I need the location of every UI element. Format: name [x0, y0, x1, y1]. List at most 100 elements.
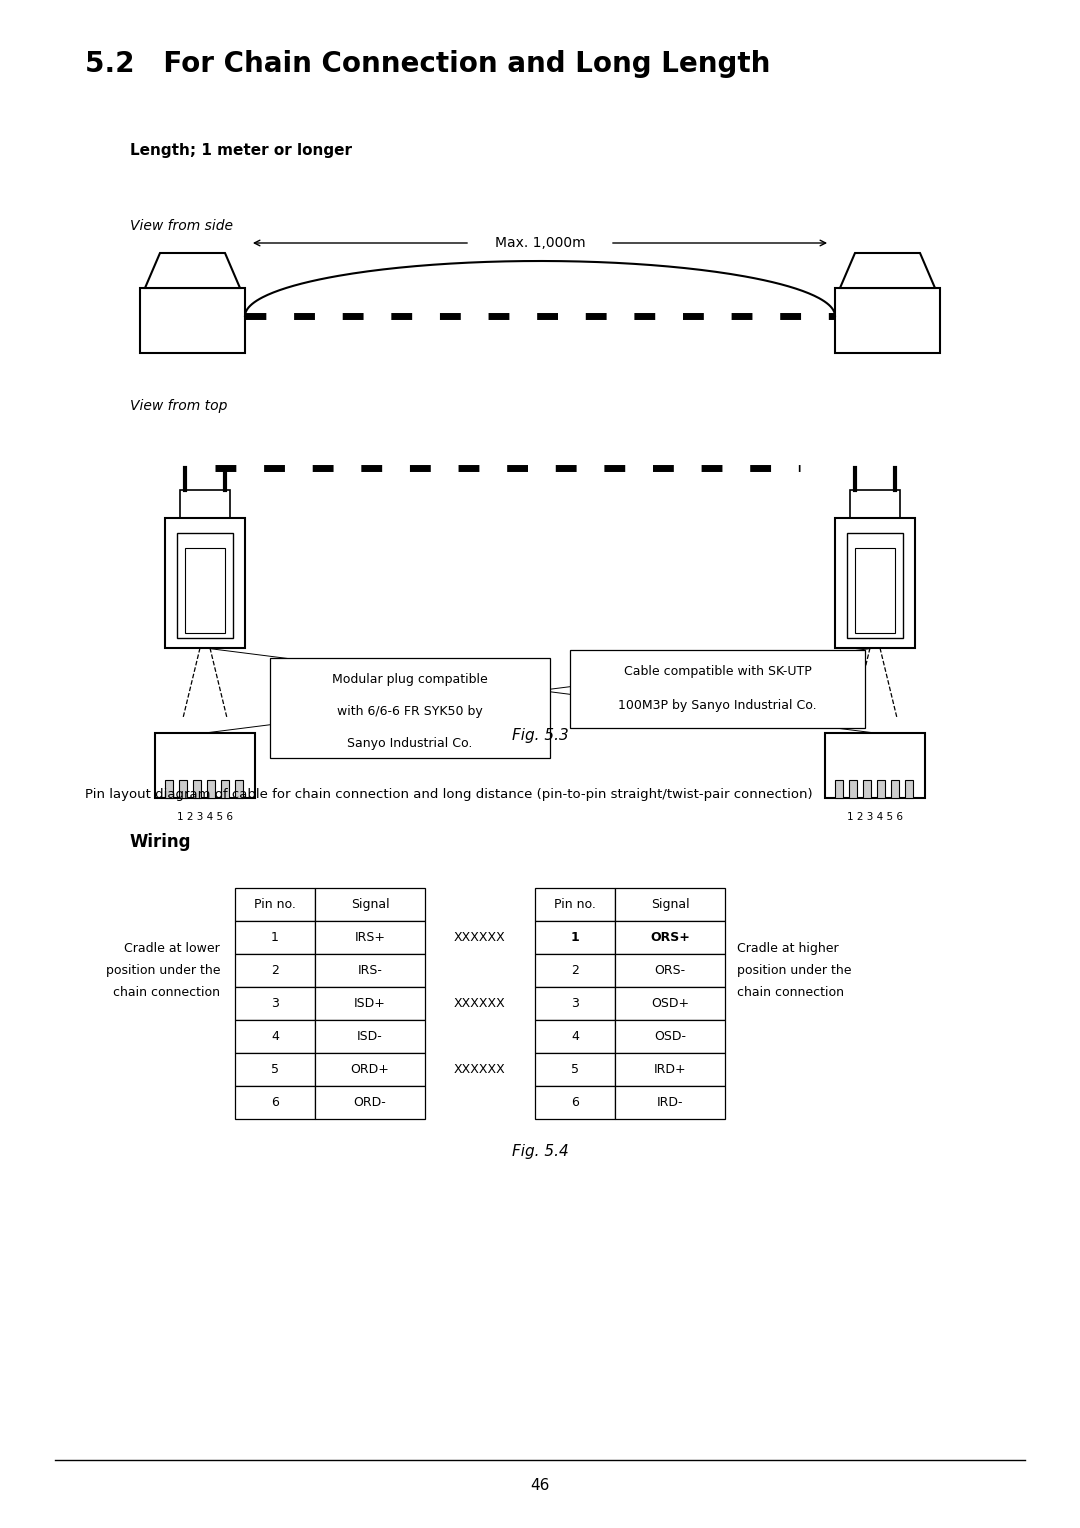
Text: ORS-: ORS- [654, 964, 686, 976]
Polygon shape [615, 888, 725, 921]
Text: Modular plug compatible: Modular plug compatible [333, 672, 488, 686]
Polygon shape [235, 779, 243, 798]
Text: View from side: View from side [130, 219, 233, 232]
Text: XXXXXX: XXXXXX [454, 931, 505, 944]
Text: 1: 1 [271, 931, 279, 944]
Polygon shape [235, 921, 315, 953]
Text: 1: 1 [570, 931, 579, 944]
Polygon shape [535, 921, 615, 953]
Text: 2: 2 [571, 964, 579, 976]
Polygon shape [180, 490, 230, 518]
Polygon shape [835, 518, 915, 648]
Text: IRS+: IRS+ [354, 931, 386, 944]
Text: 1 2 3 4 5 6: 1 2 3 4 5 6 [177, 811, 233, 822]
Polygon shape [315, 1053, 426, 1086]
Polygon shape [840, 254, 935, 287]
Polygon shape [140, 287, 245, 353]
Polygon shape [315, 921, 426, 953]
Text: 4: 4 [571, 1030, 579, 1044]
Polygon shape [165, 518, 245, 648]
Text: with 6/6-6 FR SYK50 by: with 6/6-6 FR SYK50 by [337, 704, 483, 718]
Text: Signal: Signal [650, 898, 689, 911]
Text: ISD+: ISD+ [354, 996, 386, 1010]
Text: Sanyo Industrial Co.: Sanyo Industrial Co. [348, 736, 473, 750]
Polygon shape [835, 779, 843, 798]
Polygon shape [850, 490, 900, 518]
Polygon shape [315, 1021, 426, 1053]
Polygon shape [615, 921, 725, 953]
Polygon shape [207, 779, 215, 798]
Text: Pin layout diagram of cable for chain connection and long distance (pin-to-pin s: Pin layout diagram of cable for chain co… [85, 788, 812, 801]
Text: Cable compatible with SK-UTP: Cable compatible with SK-UTP [623, 665, 811, 678]
Polygon shape [221, 779, 229, 798]
Polygon shape [535, 1053, 615, 1086]
Text: Pin no.: Pin no. [554, 898, 596, 911]
Text: chain connection: chain connection [737, 986, 843, 999]
Polygon shape [315, 888, 426, 921]
Polygon shape [891, 779, 899, 798]
Text: Cradle at higher: Cradle at higher [737, 941, 839, 955]
Polygon shape [825, 733, 924, 798]
Polygon shape [835, 287, 940, 353]
Polygon shape [145, 254, 240, 287]
Polygon shape [315, 987, 426, 1021]
Polygon shape [535, 953, 615, 987]
Polygon shape [235, 987, 315, 1021]
Polygon shape [855, 549, 895, 633]
Polygon shape [535, 987, 615, 1021]
Polygon shape [179, 779, 187, 798]
Text: 3: 3 [571, 996, 579, 1010]
Text: Cradle at lower: Cradle at lower [124, 941, 220, 955]
Polygon shape [270, 659, 550, 758]
Polygon shape [877, 779, 885, 798]
Polygon shape [847, 533, 903, 639]
Polygon shape [615, 1053, 725, 1086]
Text: 5: 5 [271, 1063, 279, 1076]
Text: Pin no.: Pin no. [254, 898, 296, 911]
Text: 4: 4 [271, 1030, 279, 1044]
Polygon shape [193, 779, 201, 798]
Text: IRS-: IRS- [357, 964, 382, 976]
Text: position under the: position under the [737, 964, 851, 976]
Polygon shape [535, 1086, 615, 1118]
Polygon shape [235, 1086, 315, 1118]
Text: Length; 1 meter or longer: Length; 1 meter or longer [130, 144, 352, 157]
Text: 1 2 3 4 5 6: 1 2 3 4 5 6 [847, 811, 903, 822]
Polygon shape [315, 953, 426, 987]
Text: View from top: View from top [130, 399, 228, 413]
Text: 100M3P by Sanyo Industrial Co.: 100M3P by Sanyo Industrial Co. [618, 698, 816, 712]
Polygon shape [615, 987, 725, 1021]
Text: 6: 6 [271, 1096, 279, 1109]
Text: Max. 1,000m: Max. 1,000m [495, 235, 585, 251]
Text: chain connection: chain connection [113, 986, 220, 999]
Text: XXXXXX: XXXXXX [454, 996, 505, 1010]
Polygon shape [615, 1086, 725, 1118]
Polygon shape [235, 1053, 315, 1086]
Text: ORS+: ORS+ [650, 931, 690, 944]
Polygon shape [905, 779, 913, 798]
Text: ISD-: ISD- [357, 1030, 383, 1044]
Text: Signal: Signal [351, 898, 389, 911]
Text: Fig. 5.4: Fig. 5.4 [512, 1144, 568, 1160]
Text: ORD+: ORD+ [351, 1063, 390, 1076]
Polygon shape [235, 953, 315, 987]
Polygon shape [315, 1086, 426, 1118]
Polygon shape [235, 888, 315, 921]
Text: 2: 2 [271, 964, 279, 976]
Text: 6: 6 [571, 1096, 579, 1109]
Text: 3: 3 [271, 996, 279, 1010]
Polygon shape [849, 779, 858, 798]
Polygon shape [863, 779, 870, 798]
Text: position under the: position under the [106, 964, 220, 976]
Polygon shape [570, 649, 865, 727]
Text: ORD-: ORD- [353, 1096, 387, 1109]
Polygon shape [615, 953, 725, 987]
Text: IRD-: IRD- [657, 1096, 684, 1109]
Polygon shape [235, 1021, 315, 1053]
Polygon shape [535, 888, 615, 921]
Polygon shape [535, 1021, 615, 1053]
Text: OSD+: OSD+ [651, 996, 689, 1010]
Text: 46: 46 [530, 1478, 550, 1493]
Text: 5.2   For Chain Connection and Long Length: 5.2 For Chain Connection and Long Length [85, 50, 770, 78]
Polygon shape [615, 1021, 725, 1053]
